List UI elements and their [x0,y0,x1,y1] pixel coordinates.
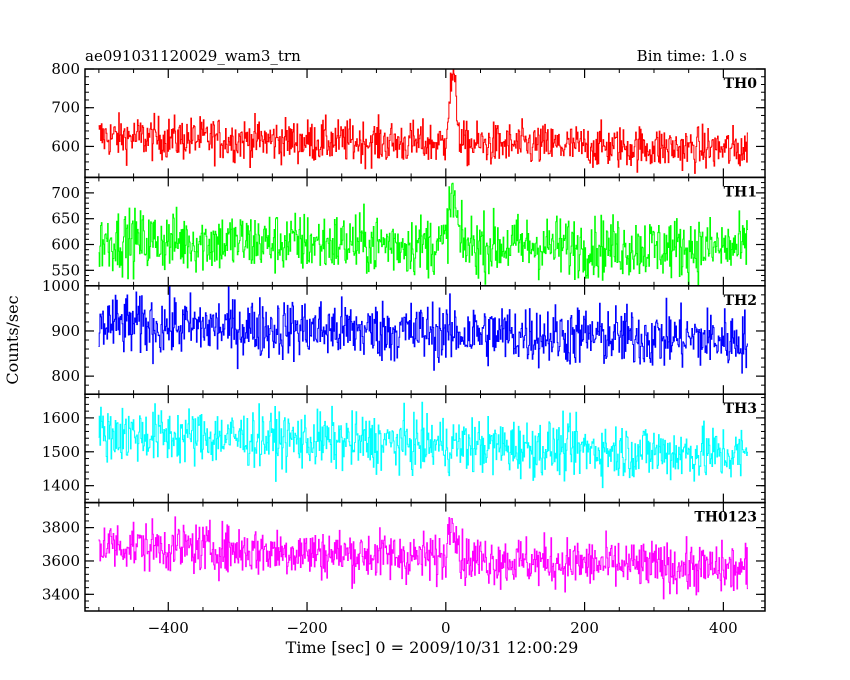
y-tick-label: 1000 [42,277,80,295]
x-tick-label: −400 [148,619,189,637]
panel-label-th2: TH2 [724,293,757,309]
panel-frame [84,68,766,179]
x-axis-title: Time [sec] 0 = 2009/10/31 12:00:29 [286,638,579,657]
y-tick-label: 600 [51,236,80,254]
y-tick-label: 800 [51,60,80,78]
panels-layer: 600 700 800 TH0 550 600 650 700 TH1 800 900 1000 TH2… [42,60,766,637]
x-tick-label: 200 [570,619,599,637]
y-tick-label: 800 [51,367,80,385]
panel-th0123: 3400 3600 3800 TH0123 [42,501,766,612]
y-tick-label: 600 [51,137,80,155]
y-tick-label: 3400 [42,585,80,603]
y-tick-label: 700 [51,184,80,202]
panel-label-th0: TH0 [724,76,758,92]
panel-th0: 600 700 800 TH0 [51,60,766,179]
panel-label-th1: TH1 [724,184,757,200]
y-tick-label: 1500 [42,443,80,461]
series-th3 [98,401,748,489]
panel-th2: 800 900 1000 TH2 [42,277,766,395]
panel-th1: 550 600 650 700 TH1 [51,176,766,287]
chart-title-right: Bin time: 1.0 s [637,47,747,65]
x-tick-label: 400 [709,619,738,637]
y-tick-label: 700 [51,99,80,117]
series-th0 [98,69,748,174]
y-tick-label: 1600 [42,409,80,427]
panel-frame [84,501,766,612]
y-tick-label: 3800 [42,519,80,537]
panel-th3: 1400 1500 1600 TH3 [42,393,766,504]
x-tick-label: −200 [286,619,327,637]
y-tick-label: 900 [51,322,80,340]
y-tick-label: 1400 [42,477,80,495]
chart-title-left: ae091031120029_wam3_trn [85,47,301,65]
y-tick-label: 650 [51,210,80,228]
x-tick-label: 0 [441,619,451,637]
panel-label-th0123: TH0123 [694,510,757,526]
y-tick-label: 550 [51,261,80,279]
series-th1 [98,182,748,286]
series-th2 [98,285,748,374]
panel-label-th3: TH3 [724,401,757,417]
series-th0123 [98,516,748,600]
y-axis-title: Counts/sec [3,295,22,384]
y-tick-label: 3600 [42,552,80,570]
